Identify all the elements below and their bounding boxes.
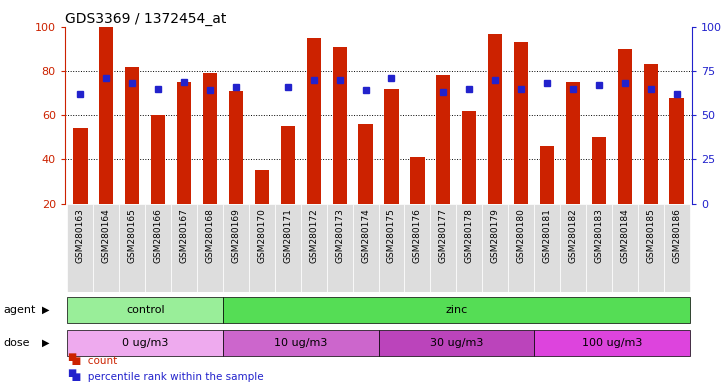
Bar [177,82,191,248]
Text: GSM280163: GSM280163 [76,208,85,263]
Text: GSM280185: GSM280185 [646,208,655,263]
Text: GSM280172: GSM280172 [309,208,318,263]
Text: GSM280170: GSM280170 [257,208,266,263]
Text: GSM280173: GSM280173 [335,208,344,263]
Text: zinc: zinc [445,305,467,315]
Bar [197,204,223,292]
Text: GSM280164: GSM280164 [102,208,111,263]
Text: 30 ug/m3: 30 ug/m3 [430,338,483,348]
Bar [151,115,165,248]
Bar [379,204,404,292]
Bar [145,204,171,292]
Bar [566,82,580,248]
Bar [223,330,379,356]
Text: dose: dose [4,338,30,348]
Bar [644,65,658,248]
Bar [353,204,379,292]
Text: ■  count: ■ count [65,356,117,366]
Bar [229,91,243,248]
Bar [379,330,534,356]
Bar [68,330,223,356]
Bar [612,204,638,292]
Bar [560,204,586,292]
Bar [540,146,554,248]
Text: GSM280168: GSM280168 [205,208,215,263]
Text: 100 ug/m3: 100 ug/m3 [582,338,642,348]
Text: GSM280183: GSM280183 [594,208,603,263]
Bar [301,204,327,292]
Bar [508,204,534,292]
Bar [280,126,295,248]
Bar [514,42,528,248]
Bar [255,170,269,248]
Text: GSM280176: GSM280176 [413,208,422,263]
Text: ■  percentile rank within the sample: ■ percentile rank within the sample [65,372,263,382]
Text: GDS3369 / 1372454_at: GDS3369 / 1372454_at [65,12,226,25]
Bar [488,33,503,248]
Bar [203,73,217,248]
Bar [332,47,347,248]
Bar [482,204,508,292]
Bar [119,204,145,292]
Bar [74,128,87,248]
Text: GSM280175: GSM280175 [387,208,396,263]
Text: GSM280174: GSM280174 [361,208,370,263]
Bar [436,76,451,248]
Bar [275,204,301,292]
Text: GSM280179: GSM280179 [491,208,500,263]
Bar [327,204,353,292]
Bar [68,204,94,292]
Bar [663,204,689,292]
Bar [592,137,606,248]
Bar [384,89,399,248]
Text: GSM280177: GSM280177 [439,208,448,263]
Bar [618,49,632,248]
Bar [249,204,275,292]
Bar [586,204,612,292]
Bar [68,297,223,323]
Bar [430,204,456,292]
Text: GSM280178: GSM280178 [465,208,474,263]
Text: control: control [126,305,164,315]
Text: ▶: ▶ [42,338,49,348]
Text: GSM280169: GSM280169 [231,208,241,263]
Text: GSM280165: GSM280165 [128,208,137,263]
Text: GSM280171: GSM280171 [283,208,292,263]
Bar [462,111,477,248]
Bar [94,204,119,292]
Bar [456,204,482,292]
Text: GSM280182: GSM280182 [568,208,578,263]
Text: GSM280184: GSM280184 [620,208,629,263]
Text: GSM280167: GSM280167 [180,208,189,263]
Bar [638,204,663,292]
Bar [99,27,113,248]
Bar [670,98,684,248]
Bar [534,204,560,292]
Bar [404,204,430,292]
Bar [534,330,689,356]
Text: GSM280180: GSM280180 [516,208,526,263]
Text: ▶: ▶ [42,305,49,315]
Bar [125,67,139,248]
Bar [358,124,373,248]
Text: GSM280186: GSM280186 [672,208,681,263]
Text: GSM280166: GSM280166 [154,208,163,263]
Text: 10 ug/m3: 10 ug/m3 [274,338,327,348]
Bar [223,204,249,292]
Text: ■: ■ [67,368,76,378]
Text: GSM280181: GSM280181 [542,208,552,263]
Bar [410,157,425,248]
Text: ■: ■ [67,352,76,362]
Bar [223,297,689,323]
Text: 0 ug/m3: 0 ug/m3 [122,338,169,348]
Bar [306,38,321,248]
Text: agent: agent [4,305,36,315]
Bar [171,204,197,292]
